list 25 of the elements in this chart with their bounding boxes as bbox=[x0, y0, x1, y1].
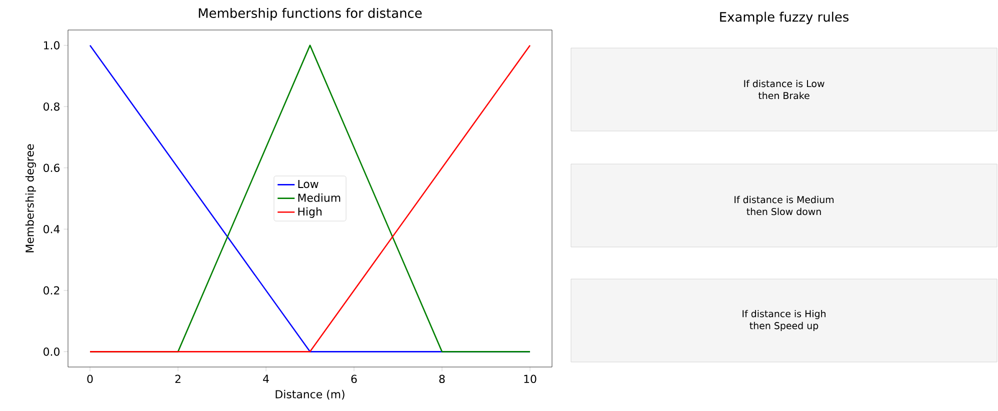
text: Example fuzzy rules bbox=[720, 12, 849, 24]
x-tick-label: 2 bbox=[175, 374, 180, 383]
chart-title: Membership functions for distance bbox=[198, 8, 422, 20]
x-tick-label: 6 bbox=[351, 374, 357, 384]
text: then Speed up bbox=[750, 322, 818, 332]
text: then Slow down bbox=[746, 208, 821, 216]
x-tick-label: 4 bbox=[263, 374, 269, 383]
text: If distance is Medium bbox=[734, 196, 834, 204]
text: then Brake bbox=[758, 92, 810, 100]
x-axis-title: Distance (m) bbox=[276, 390, 344, 400]
y-tick-label: 0.2 bbox=[44, 286, 60, 295]
y-tick-label: 0.4 bbox=[44, 225, 60, 234]
x-tick-label: 0 bbox=[87, 374, 93, 384]
text: If distance is Low bbox=[744, 80, 824, 88]
y-axis-title: Membership degree bbox=[25, 144, 36, 252]
text: If distance is High bbox=[742, 310, 826, 320]
legend-label: Low bbox=[298, 180, 318, 188]
y-tick-label: 1.0 bbox=[44, 41, 60, 50]
legend-label: High bbox=[298, 207, 322, 218]
y-tick-label: 0.8 bbox=[44, 102, 60, 111]
legend-label: Medium bbox=[298, 193, 340, 202]
y-tick-label: 0.0 bbox=[44, 348, 60, 356]
x-tick-label: 10 bbox=[524, 374, 536, 384]
x-tick-label: 8 bbox=[439, 374, 445, 384]
y-tick-label: 0.6 bbox=[44, 164, 60, 172]
